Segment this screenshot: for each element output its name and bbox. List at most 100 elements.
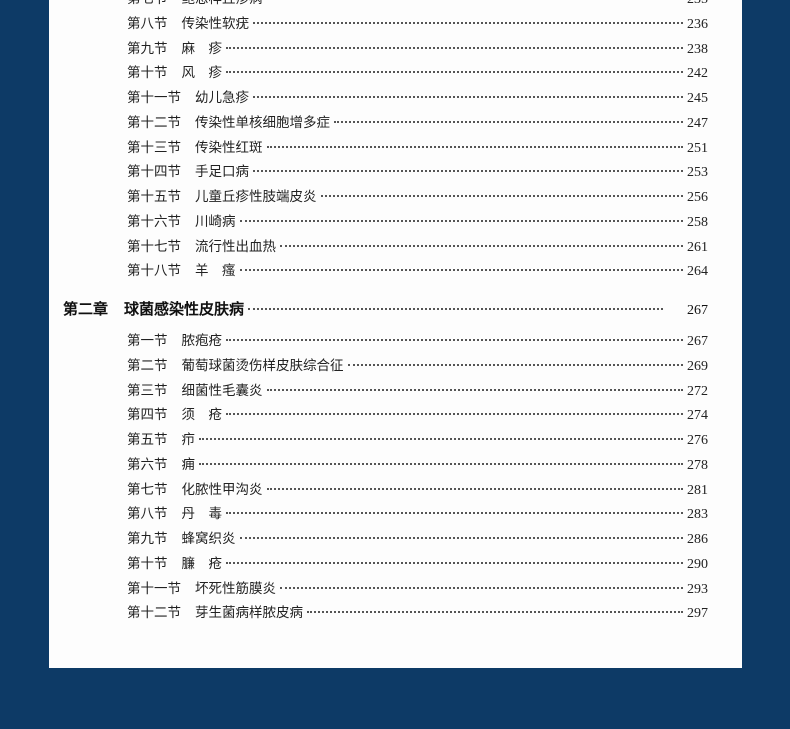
- section-title: 鲍恩样丘疹病: [182, 0, 263, 7]
- section-title: 芽生菌病样脓皮病: [195, 605, 303, 622]
- section-number: 第十八节: [127, 263, 181, 280]
- section-number: 第四节: [127, 407, 168, 424]
- chapter-title: 球菌感染性皮肤病: [124, 300, 245, 318]
- section-number: 第十节: [127, 555, 168, 572]
- section-title: 丹 毒: [181, 506, 223, 523]
- section-number: 第十四节: [127, 164, 181, 181]
- toc-section-entry: 第十八节羊 瘙 264: [127, 259, 708, 279]
- toc-section-entry: 第二节 葡萄球菌烫伤样皮肤综合征 269: [127, 354, 708, 374]
- section-number: 第二节: [127, 357, 168, 374]
- toc-section-entry: 第一节 脓疱疮 267: [127, 329, 708, 349]
- section-number: 第十一节: [127, 580, 181, 597]
- section-number: 第七节: [127, 0, 168, 7]
- section-page: 272: [687, 383, 708, 399]
- section-number: 第十六节: [127, 213, 181, 230]
- section-page: 253: [687, 165, 708, 181]
- section-number: 第八节: [127, 506, 168, 523]
- section-title: 蜂窝织炎: [181, 531, 236, 547]
- section-title: 传染性软疣: [181, 15, 250, 32]
- toc-section-entry: 第九节麻 疹 238: [127, 37, 708, 57]
- section-page: 235: [687, 0, 708, 8]
- section-title: 传染性红斑: [195, 139, 263, 156]
- leader-dots: [266, 145, 683, 148]
- section-number: 第十节: [127, 65, 168, 82]
- section-title: 须 疮: [181, 407, 223, 424]
- section-number: 第三节: [127, 382, 168, 399]
- section-page: 238: [687, 41, 708, 57]
- section-page: 290: [687, 556, 708, 572]
- section-title: 手足口病: [195, 164, 249, 181]
- leader-dots: [253, 96, 683, 98]
- section-title: 羊 瘙: [195, 263, 236, 280]
- section-title: 麻 疹: [181, 40, 223, 57]
- section-page: 276: [687, 433, 708, 448]
- leader-dots: [226, 71, 683, 74]
- toc-section-entry: 第十二节 传染性单核细胞增多症 247: [127, 111, 708, 131]
- leader-dots: [320, 195, 683, 197]
- toc-section-entry: 第九节 蜂窝织炎 286: [127, 527, 708, 547]
- toc-section-entry: 第七节 鲍恩样丘疹病 235: [127, 0, 708, 7]
- toc-section-entry: 第五节疖 276: [127, 428, 708, 448]
- section-page: 247: [687, 115, 708, 131]
- section-title: 风 疹: [181, 65, 223, 82]
- toc-section-entry: 第十四节 手足口病 253: [127, 160, 708, 180]
- leader-dots: [266, 388, 683, 391]
- section-page: 245: [687, 91, 708, 106]
- leader-dots: [307, 611, 683, 614]
- section-page: 274: [687, 408, 708, 424]
- section-title: 脓疱疮: [181, 333, 223, 349]
- section-page: 269: [687, 358, 708, 374]
- toc-section-entry: 第十五节 儿童丘疹性肢端皮炎 256: [127, 185, 708, 205]
- leader-dots: [226, 512, 683, 515]
- section-page: 281: [687, 482, 708, 498]
- section-number: 第十二节: [127, 605, 181, 622]
- section-title: 化脓性甲沟炎: [181, 481, 263, 498]
- section-title: 幼儿急疹: [195, 90, 249, 106]
- toc-section-entry: 第十节风 疹 242: [127, 61, 708, 81]
- section-title: 传染性单核细胞增多症: [195, 114, 330, 131]
- leader-dots: [280, 244, 683, 247]
- section-page: 283: [687, 507, 708, 523]
- toc-section-entry: 第四节须 疮 274: [127, 403, 708, 423]
- toc-section-entry: 第八节丹 毒 283: [127, 502, 708, 522]
- section-number: 第一节: [127, 333, 168, 349]
- section-number: 第十一节: [127, 90, 181, 106]
- section-page: 264: [687, 264, 708, 280]
- toc-section-entry: 第十三节 传染性红斑 251: [127, 136, 708, 156]
- toc-section-entry: 第三节 细菌性毛囊炎 272: [127, 379, 708, 399]
- toc-section-entry: 第七节 化脓性甲沟炎 281: [127, 478, 708, 498]
- section-number: 第十七节: [127, 238, 181, 255]
- section-page: 236: [687, 16, 708, 32]
- section-title: 儿童丘疹性肢端皮炎: [195, 189, 317, 205]
- chapter-number: 第二章: [63, 300, 109, 318]
- section-page: 261: [687, 239, 708, 255]
- section-page: 297: [687, 606, 708, 622]
- section-number: 第九节: [127, 40, 168, 57]
- leader-dots: [226, 561, 683, 564]
- leader-dots: [226, 413, 683, 416]
- toc-section-entry: 第十一节 幼儿急疹 245: [127, 86, 708, 106]
- leader-dots: [239, 537, 683, 539]
- toc-section-entry: 第十二节 芽生菌病样脓皮病 297: [127, 601, 708, 621]
- section-title: 疖: [181, 432, 196, 448]
- section-number: 第十三节: [127, 139, 181, 156]
- leader-dots: [226, 46, 683, 49]
- section-number: 第六节: [127, 456, 168, 473]
- section-page: 256: [687, 190, 708, 205]
- chapter-page: 267: [687, 303, 708, 318]
- section-title: 臁 疮: [181, 555, 223, 572]
- leader-dots: [280, 586, 683, 589]
- section-number: 第五节: [127, 432, 168, 448]
- section-title: 葡萄球菌烫伤样皮肤综合征: [181, 357, 344, 374]
- section-page: 258: [687, 214, 708, 230]
- leader-dots: [266, 487, 683, 490]
- leader-dots: [253, 170, 683, 173]
- leader-dots: [199, 438, 683, 440]
- leader-dots: [253, 21, 683, 24]
- section-title: 痈: [181, 456, 196, 473]
- toc-section-entry: 第八节 传染性软疣 236: [127, 12, 708, 32]
- leader-dots: [226, 339, 683, 341]
- section-number: 第十二节: [127, 114, 181, 131]
- section-title: 坏死性筋膜炎: [195, 580, 276, 597]
- section-page: 251: [687, 140, 708, 156]
